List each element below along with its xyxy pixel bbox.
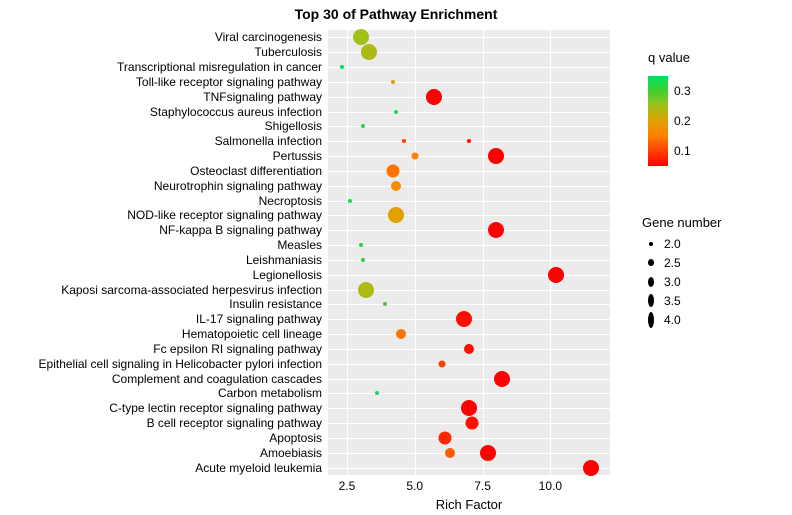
data-point [375, 391, 379, 395]
data-point [467, 139, 471, 143]
size-legend-label: 3.5 [664, 294, 681, 308]
y-tick-label: Measles [277, 238, 322, 252]
size-legend-row: 3.0 [642, 272, 722, 291]
y-tick-label: NF-kappa B signaling pathway [159, 223, 322, 237]
data-point [488, 222, 504, 238]
data-point [426, 89, 442, 105]
pathway-enrichment-chart: Top 30 of Pathway Enrichment Rich Factor… [0, 0, 792, 515]
data-point [488, 148, 504, 164]
size-legend: Gene number 2.0 2.5 3.0 3.5 4.0 [642, 215, 722, 329]
y-tick-label: Carbon metabolism [218, 386, 322, 400]
data-point [353, 29, 369, 45]
y-tick-label: Necroptosis [259, 194, 322, 208]
y-tick-label: Kaposi sarcoma-associated herpesvirus in… [61, 283, 322, 297]
y-tick-label: Shigellosis [265, 119, 322, 133]
y-tick-label: Leishmaniasis [246, 253, 322, 267]
y-tick-label: Viral carcinogenesis [215, 30, 322, 44]
qvalue-legend: q value [648, 50, 690, 69]
y-tick-label: Transcriptional misregulation in cancer [117, 60, 322, 74]
x-tick-label: 5.0 [406, 479, 423, 493]
data-point [391, 80, 395, 84]
x-tick-label: 2.5 [339, 479, 356, 493]
y-tick-label: Epithelial cell signaling in Helicobacte… [39, 357, 322, 371]
size-legend-label: 2.5 [664, 256, 681, 270]
data-point [411, 153, 418, 160]
data-point [494, 371, 510, 387]
y-tick-label: Acute myeloid leukemia [195, 461, 322, 475]
data-point [359, 243, 363, 247]
y-tick-label: NOD-like receptor signaling pathway [127, 208, 322, 222]
y-tick-label: Amoebiasis [260, 446, 322, 460]
data-point [480, 445, 496, 461]
colorbar-strip [648, 76, 668, 166]
data-point [445, 448, 455, 458]
colorbar-tick-label: 0.3 [674, 84, 691, 98]
size-legend-label: 4.0 [664, 313, 681, 327]
y-tick-label: TNFsignaling pathway [203, 90, 322, 104]
data-point [387, 164, 400, 177]
size-legend-label: 3.0 [664, 275, 681, 289]
colorbar: 0.1 0.2 0.3 [648, 76, 708, 166]
y-tick-label: Fc epsilon RI signaling pathway [153, 342, 322, 356]
data-point [358, 282, 374, 298]
size-legend-swatch [649, 242, 653, 246]
data-point [456, 311, 472, 327]
qvalue-legend-title: q value [648, 50, 690, 65]
y-tick-label: IL-17 signaling pathway [196, 312, 322, 326]
y-tick-label: Osteoclast differentiation [190, 164, 322, 178]
data-point [361, 258, 365, 262]
y-tick-label: Hematopoietic cell lineage [182, 327, 322, 341]
size-legend-swatch [648, 259, 654, 266]
y-tick-label: Tuberculosis [254, 45, 322, 59]
chart-title: Top 30 of Pathway Enrichment [0, 6, 792, 22]
size-legend-label: 2.0 [664, 237, 681, 251]
data-point [394, 110, 398, 114]
x-axis-title: Rich Factor [436, 497, 502, 512]
y-tick-label: C-type lectin receptor signaling pathway [109, 401, 322, 415]
data-point [402, 139, 406, 143]
data-point [361, 44, 377, 60]
data-point [548, 267, 564, 283]
y-tick-label: Staphylococcus aureus infection [150, 105, 322, 119]
size-legend-row: 2.0 [642, 234, 722, 253]
data-point [388, 207, 404, 223]
y-tick-label: Neurotrophin signaling pathway [154, 179, 322, 193]
data-point [464, 344, 474, 354]
data-point [461, 400, 477, 416]
data-point [361, 124, 365, 128]
size-legend-swatch [648, 294, 654, 307]
y-tick-label: B cell receptor signaling pathway [147, 416, 322, 430]
y-tick-label: Complement and coagulation cascades [112, 372, 322, 386]
size-legend-row: 3.5 [642, 291, 722, 310]
size-legend-row: 4.0 [642, 310, 722, 329]
data-point [438, 360, 445, 367]
y-tick-label: Pertussis [273, 149, 322, 163]
size-legend-row: 2.5 [642, 253, 722, 272]
y-tick-label: Insulin resistance [229, 297, 322, 311]
data-point [438, 431, 451, 444]
y-tick-label: Apoptosis [269, 431, 322, 445]
data-point [383, 302, 387, 306]
data-point [340, 65, 344, 69]
y-tick-label: Salmonella infection [215, 134, 322, 148]
x-tick-label: 10.0 [539, 479, 562, 493]
data-point [391, 181, 401, 191]
data-point [465, 417, 478, 430]
y-tick-label: Toll-like receptor signaling pathway [136, 75, 322, 89]
y-tick-label: Legionellosis [253, 268, 322, 282]
size-legend-title: Gene number [642, 215, 722, 230]
colorbar-tick-label: 0.1 [674, 144, 691, 158]
size-legend-swatch [648, 312, 654, 328]
data-point [583, 460, 599, 476]
colorbar-tick-label: 0.2 [674, 114, 691, 128]
size-legend-swatch [648, 277, 654, 287]
x-tick-label: 7.5 [474, 479, 491, 493]
plot-area [328, 30, 610, 475]
data-point [396, 329, 406, 339]
data-point [348, 199, 352, 203]
